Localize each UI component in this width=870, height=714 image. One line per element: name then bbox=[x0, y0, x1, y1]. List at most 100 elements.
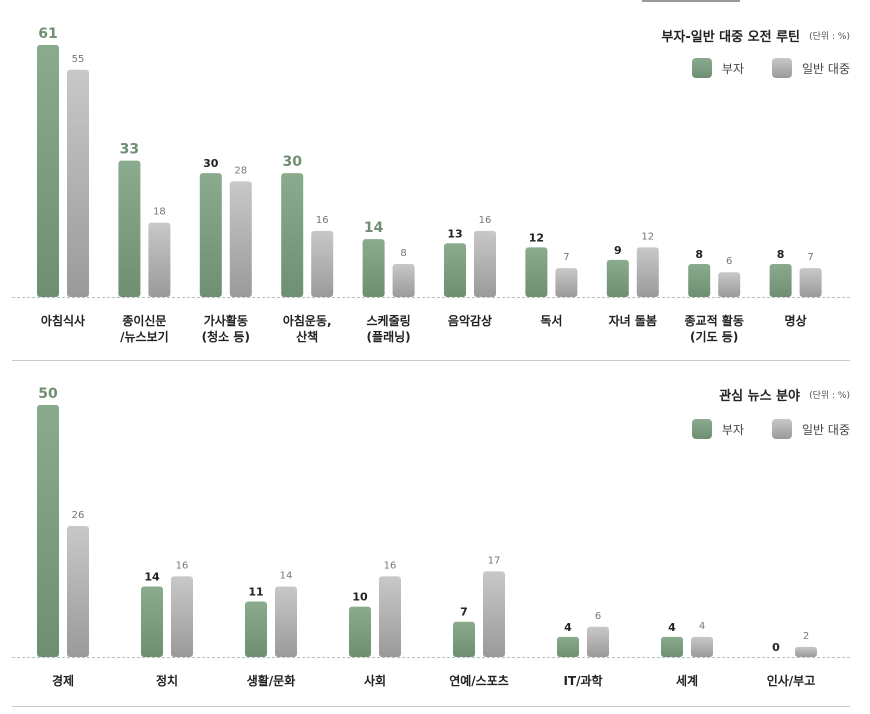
bar-rich bbox=[37, 45, 59, 297]
value-label-general: 16 bbox=[316, 215, 329, 226]
value-label-general: 17 bbox=[488, 555, 501, 566]
bar-general bbox=[691, 636, 713, 657]
legend-label-general: 일반 대중 bbox=[802, 61, 850, 76]
category-label: 경제 bbox=[52, 674, 74, 688]
category-label: 독서 bbox=[540, 313, 562, 328]
value-label-general: 7 bbox=[807, 252, 813, 263]
value-label-rich: 10 bbox=[352, 591, 368, 604]
category-label: 인사/부고 bbox=[767, 673, 816, 688]
top-tab-marker bbox=[642, 0, 740, 2]
value-label-general: 2 bbox=[803, 631, 809, 642]
bar-general bbox=[392, 263, 415, 297]
bar-rich bbox=[362, 239, 385, 297]
bar-rich bbox=[118, 160, 141, 297]
bar-general bbox=[148, 222, 171, 297]
category-label: 세계 bbox=[676, 673, 698, 688]
value-label-rich: 30 bbox=[282, 154, 302, 170]
category-label: 사회 bbox=[364, 673, 386, 688]
category-label: 연예/스포츠 bbox=[449, 673, 509, 688]
legend-label-general: 일반 대중 bbox=[802, 422, 850, 437]
value-label-general: 8 bbox=[400, 248, 406, 259]
bar-rich bbox=[349, 606, 371, 657]
category-label: 종교적 활동 (기도 등) bbox=[685, 313, 744, 344]
bar-rich bbox=[453, 621, 475, 657]
category-label: 아침식사 bbox=[41, 313, 85, 328]
legend: 부자 일반 대중 bbox=[691, 58, 850, 78]
value-label-rich: 14 bbox=[144, 570, 160, 583]
bar-general bbox=[555, 268, 578, 297]
value-label-rich: 11 bbox=[248, 586, 263, 599]
value-label-rich: 14 bbox=[364, 220, 384, 236]
legend-item-general: 일반 대중 bbox=[772, 419, 850, 439]
category-label: 명상 bbox=[785, 313, 807, 328]
value-label-general: 18 bbox=[153, 207, 166, 218]
category-label: 음악감상 bbox=[448, 313, 492, 328]
value-label-rich: 33 bbox=[120, 142, 139, 158]
legend-swatch-rich bbox=[691, 58, 712, 78]
value-label-rich: 8 bbox=[777, 248, 785, 261]
category-label: 스케줄링 (플래닝) bbox=[367, 313, 411, 344]
bar-general bbox=[483, 571, 505, 657]
chart-title: 부자-일반 대중 오전 루틴 bbox=[661, 30, 800, 45]
legend: 부자 일반 대중 bbox=[691, 419, 850, 439]
bar-general bbox=[67, 525, 89, 657]
value-label-rich: 12 bbox=[529, 231, 544, 244]
bar-general bbox=[171, 576, 193, 657]
value-label-rich: 7 bbox=[460, 606, 468, 619]
bar-general bbox=[587, 626, 609, 657]
panel-divider bbox=[12, 360, 850, 361]
bar-general bbox=[311, 230, 334, 297]
value-label-general: 16 bbox=[176, 560, 189, 571]
bar-rich bbox=[141, 586, 163, 657]
bar-rich bbox=[245, 601, 267, 657]
legend-label-rich: 부자 bbox=[721, 61, 745, 76]
bar-general bbox=[474, 230, 496, 297]
category-label: 종이신문/뉴스보기 bbox=[120, 313, 169, 344]
bar-rich bbox=[199, 173, 222, 297]
value-label-general: 4 bbox=[699, 621, 705, 632]
bar-rich bbox=[606, 259, 629, 297]
bar-rich bbox=[525, 247, 548, 297]
value-label-rich: 13 bbox=[447, 227, 462, 240]
value-label-general: 12 bbox=[641, 231, 654, 242]
value-label-general: 26 bbox=[72, 510, 85, 521]
value-label-rich: 4 bbox=[668, 621, 676, 634]
bar-general bbox=[799, 268, 822, 297]
value-label-rich: 50 bbox=[38, 386, 58, 402]
value-label-general: 7 bbox=[563, 252, 569, 263]
category-label: 생활/문화 bbox=[247, 673, 296, 688]
bar-general bbox=[795, 646, 817, 657]
bar-rich bbox=[688, 263, 711, 297]
category-label: IT/과학 bbox=[563, 673, 602, 688]
value-label-general: 14 bbox=[280, 570, 293, 581]
unit-label: (단위 : %) bbox=[809, 391, 850, 401]
bar-general bbox=[275, 586, 297, 657]
value-label-general: 55 bbox=[72, 54, 85, 65]
bar-rich bbox=[444, 243, 466, 297]
value-label-general: 16 bbox=[479, 215, 492, 226]
bar-rich bbox=[769, 263, 792, 297]
bar-rich bbox=[557, 636, 579, 657]
bar-rich bbox=[661, 636, 683, 657]
legend-item-general: 일반 대중 bbox=[772, 58, 850, 78]
news-interest-chart: 관심 뉴스 분야 (단위 : %) 부자 일반 대중 50 26 경제 14 16 정치 1… bbox=[0, 362, 870, 714]
legend-label-rich: 부자 bbox=[721, 422, 745, 437]
bar-general bbox=[636, 247, 659, 297]
legend-item-rich: 부자 bbox=[691, 419, 745, 439]
bar-general bbox=[379, 576, 401, 657]
value-label-general: 6 bbox=[595, 611, 601, 622]
value-label-rich: 8 bbox=[695, 248, 703, 261]
category-label: 자녀 돌봄 bbox=[609, 313, 657, 328]
category-label: 아침운동, 산책 bbox=[283, 313, 332, 344]
value-label-rich: 61 bbox=[38, 26, 57, 42]
unit-label: (단위 : %) bbox=[809, 32, 850, 42]
value-label-rich: 0 bbox=[772, 641, 780, 654]
bar-chart-svg: 61 55 아침식사 33 18 종이신문/뉴스보기 30 28 가사활동 (청소 등) 30 16 아… bbox=[12, 26, 850, 344]
chart-title: 관심 뉴스 분야 bbox=[719, 389, 800, 404]
bar-rich bbox=[37, 405, 59, 657]
value-label-general: 6 bbox=[726, 256, 732, 267]
legend-swatch-general bbox=[772, 419, 793, 439]
panel-divider bbox=[12, 706, 850, 707]
bar-general bbox=[67, 69, 89, 297]
value-label-rich: 4 bbox=[564, 621, 572, 634]
